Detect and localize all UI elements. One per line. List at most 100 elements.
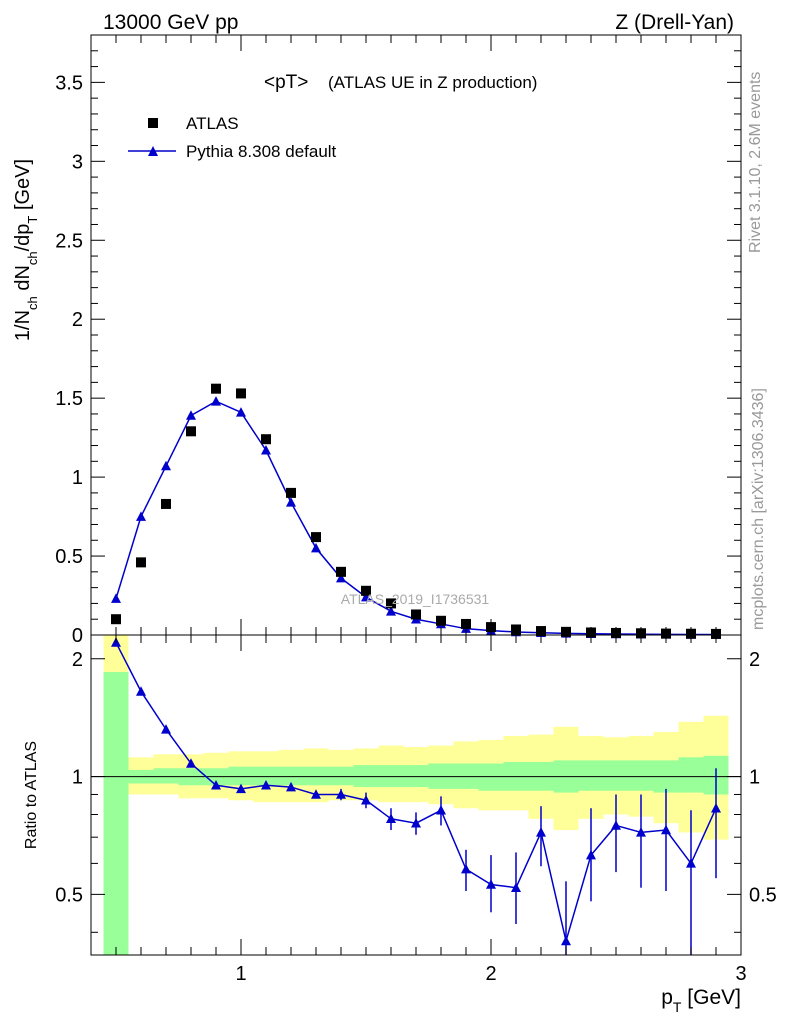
data-point: [286, 487, 296, 498]
ratio-mc-point: [636, 827, 646, 837]
main-axis-ticks: 0 0.5 1 1.5 2 2.5 3 3.5: [55, 34, 741, 647]
ratio-band-inner: [328, 766, 354, 786]
ratio-band-inner: [578, 760, 604, 791]
main-data-layer: [111, 383, 721, 639]
ratio-uncertainty-bands: [103, 635, 729, 955]
ratio-mc-point: [136, 686, 146, 696]
data-point: [211, 383, 221, 394]
ratio-ytick-label-left: 0.5: [55, 884, 83, 906]
legend-label-mc: Pythia 8.308 default: [186, 142, 337, 161]
data-point: [236, 388, 246, 399]
ratio-mc-point: [336, 789, 346, 799]
mc-point: [186, 410, 196, 420]
main-ytick-label: 0.5: [55, 546, 83, 568]
header-energy: 13000 GeV pp: [103, 11, 238, 34]
main-panel: 0 0.5 1 1.5 2 2.5 3 3.5 <pT> (ATLAS UE in Z pro…: [12, 34, 742, 647]
ratio-mc-point: [211, 780, 221, 790]
ratio-data-layer: [111, 637, 721, 955]
header-process: Z (Drell-Yan): [615, 11, 734, 34]
data-point: [261, 434, 271, 445]
mc-point: [336, 572, 346, 583]
legend-marker-data: [148, 118, 158, 128]
ratio-xtick-label: 1: [235, 963, 246, 985]
mc-point: [211, 396, 221, 406]
main-ytick-label: 2.5: [55, 230, 83, 252]
ratio-band-inner: [228, 766, 254, 786]
data-point: [336, 566, 346, 577]
ratio-band-inner: [603, 760, 629, 791]
data-point: [111, 614, 121, 625]
ratio-mc-point: [386, 813, 396, 824]
data-point: [361, 585, 371, 596]
ratio-band-inner: [253, 766, 279, 786]
mc-point: [386, 606, 396, 616]
ratio-frame: [90, 634, 742, 956]
data-point: [411, 609, 421, 620]
ratio-mc-point: [411, 817, 421, 828]
mc-point: [111, 593, 121, 603]
data-point: [461, 618, 471, 629]
ratio-mc-point: [661, 824, 671, 835]
ratio-mc-point: [586, 849, 596, 860]
ratio-mc-point: [261, 780, 271, 790]
ratio-mc-point: [536, 827, 546, 837]
ratio-mc-point: [561, 935, 571, 946]
ratio-ytick-label-right: 0.5: [749, 884, 777, 906]
rivet-version-label: Rivet 3.1.10, 2.6M events: [747, 72, 764, 253]
ratio-mc-point: [436, 805, 446, 815]
data-point: [161, 498, 171, 509]
main-ylabel-text: 1/Nch dNch/dpT [GeV]: [12, 159, 40, 341]
ratio-band-inner: [278, 766, 304, 786]
data-point: [136, 557, 146, 568]
data-point: [436, 615, 446, 626]
ratio-mc-point: [361, 794, 371, 805]
ratio-mc-point: [511, 882, 521, 892]
ratio-mc-point: [286, 781, 296, 792]
ratio-mc-point: [186, 758, 196, 768]
legend-marker-mc: [148, 146, 158, 156]
ratio-ytick-label-left: 2: [72, 649, 83, 671]
mc-point: [136, 511, 146, 521]
ratio-mc-point: [311, 789, 321, 799]
ratio-ylabel: Ratio to ATLAS: [23, 741, 40, 849]
ratio-ytick-label-right: 2: [749, 649, 760, 671]
main-ylabel: 1/Nch dNch/dpT [GeV]: [12, 159, 40, 341]
main-ytick-label: 3: [72, 151, 83, 173]
plot-title: <pT>: [264, 72, 308, 93]
ratio-mc-point: [611, 820, 621, 830]
main-ytick-label: 0: [72, 625, 83, 647]
data-point: [311, 532, 321, 543]
mcplots-reference-label: mcplots.cern.ch [arXiv:1306.3436]: [750, 388, 767, 630]
legend-label-data: ATLAS: [186, 114, 239, 133]
ratio-mc-point: [461, 863, 471, 874]
data-point: [186, 426, 196, 437]
mc-point: [236, 407, 246, 417]
main-ytick-label: 1.5: [55, 388, 83, 410]
main-ytick-label: 3.5: [55, 72, 83, 94]
ratio-mc-point: [711, 802, 721, 813]
mc-point: [261, 445, 271, 455]
analysis-watermark: ATLAS_2019_I1736531: [341, 591, 490, 607]
ratio-panel: 0.5 0.5 1 1 2 2 1 2 3 Ratio to ATLAS pT [GeV]: [23, 634, 777, 1015]
mc-point: [286, 497, 296, 507]
ratio-xtick-label: 3: [735, 963, 746, 985]
main-ytick-label: 1: [72, 467, 83, 489]
ratio-band-inner: [153, 768, 179, 784]
mc-point: [311, 542, 321, 553]
legend: ATLAS Pythia 8.308 default: [128, 114, 337, 161]
ratio-xlabel: pT [GeV]: [661, 986, 741, 1015]
main-ytick-label: 2: [72, 309, 83, 331]
ratio-mc-point: [236, 783, 246, 794]
ratio-band-inner: [678, 757, 704, 793]
ratio-xtick-label: 2: [485, 963, 496, 985]
ratio-mc-point: [686, 858, 696, 868]
plot-subtitle: (ATLAS UE in Z production): [328, 73, 537, 92]
ratio-axis-ticks: 0.5 0.5 1 1 2 2 1 2 3: [55, 635, 777, 985]
ratio-band-inner: [103, 672, 129, 955]
mc-point: [161, 460, 171, 471]
ratio-band-inner: [628, 760, 654, 791]
ratio-band-inner: [303, 766, 329, 786]
ratio-band-inner: [478, 763, 504, 791]
data-point: [386, 598, 396, 609]
